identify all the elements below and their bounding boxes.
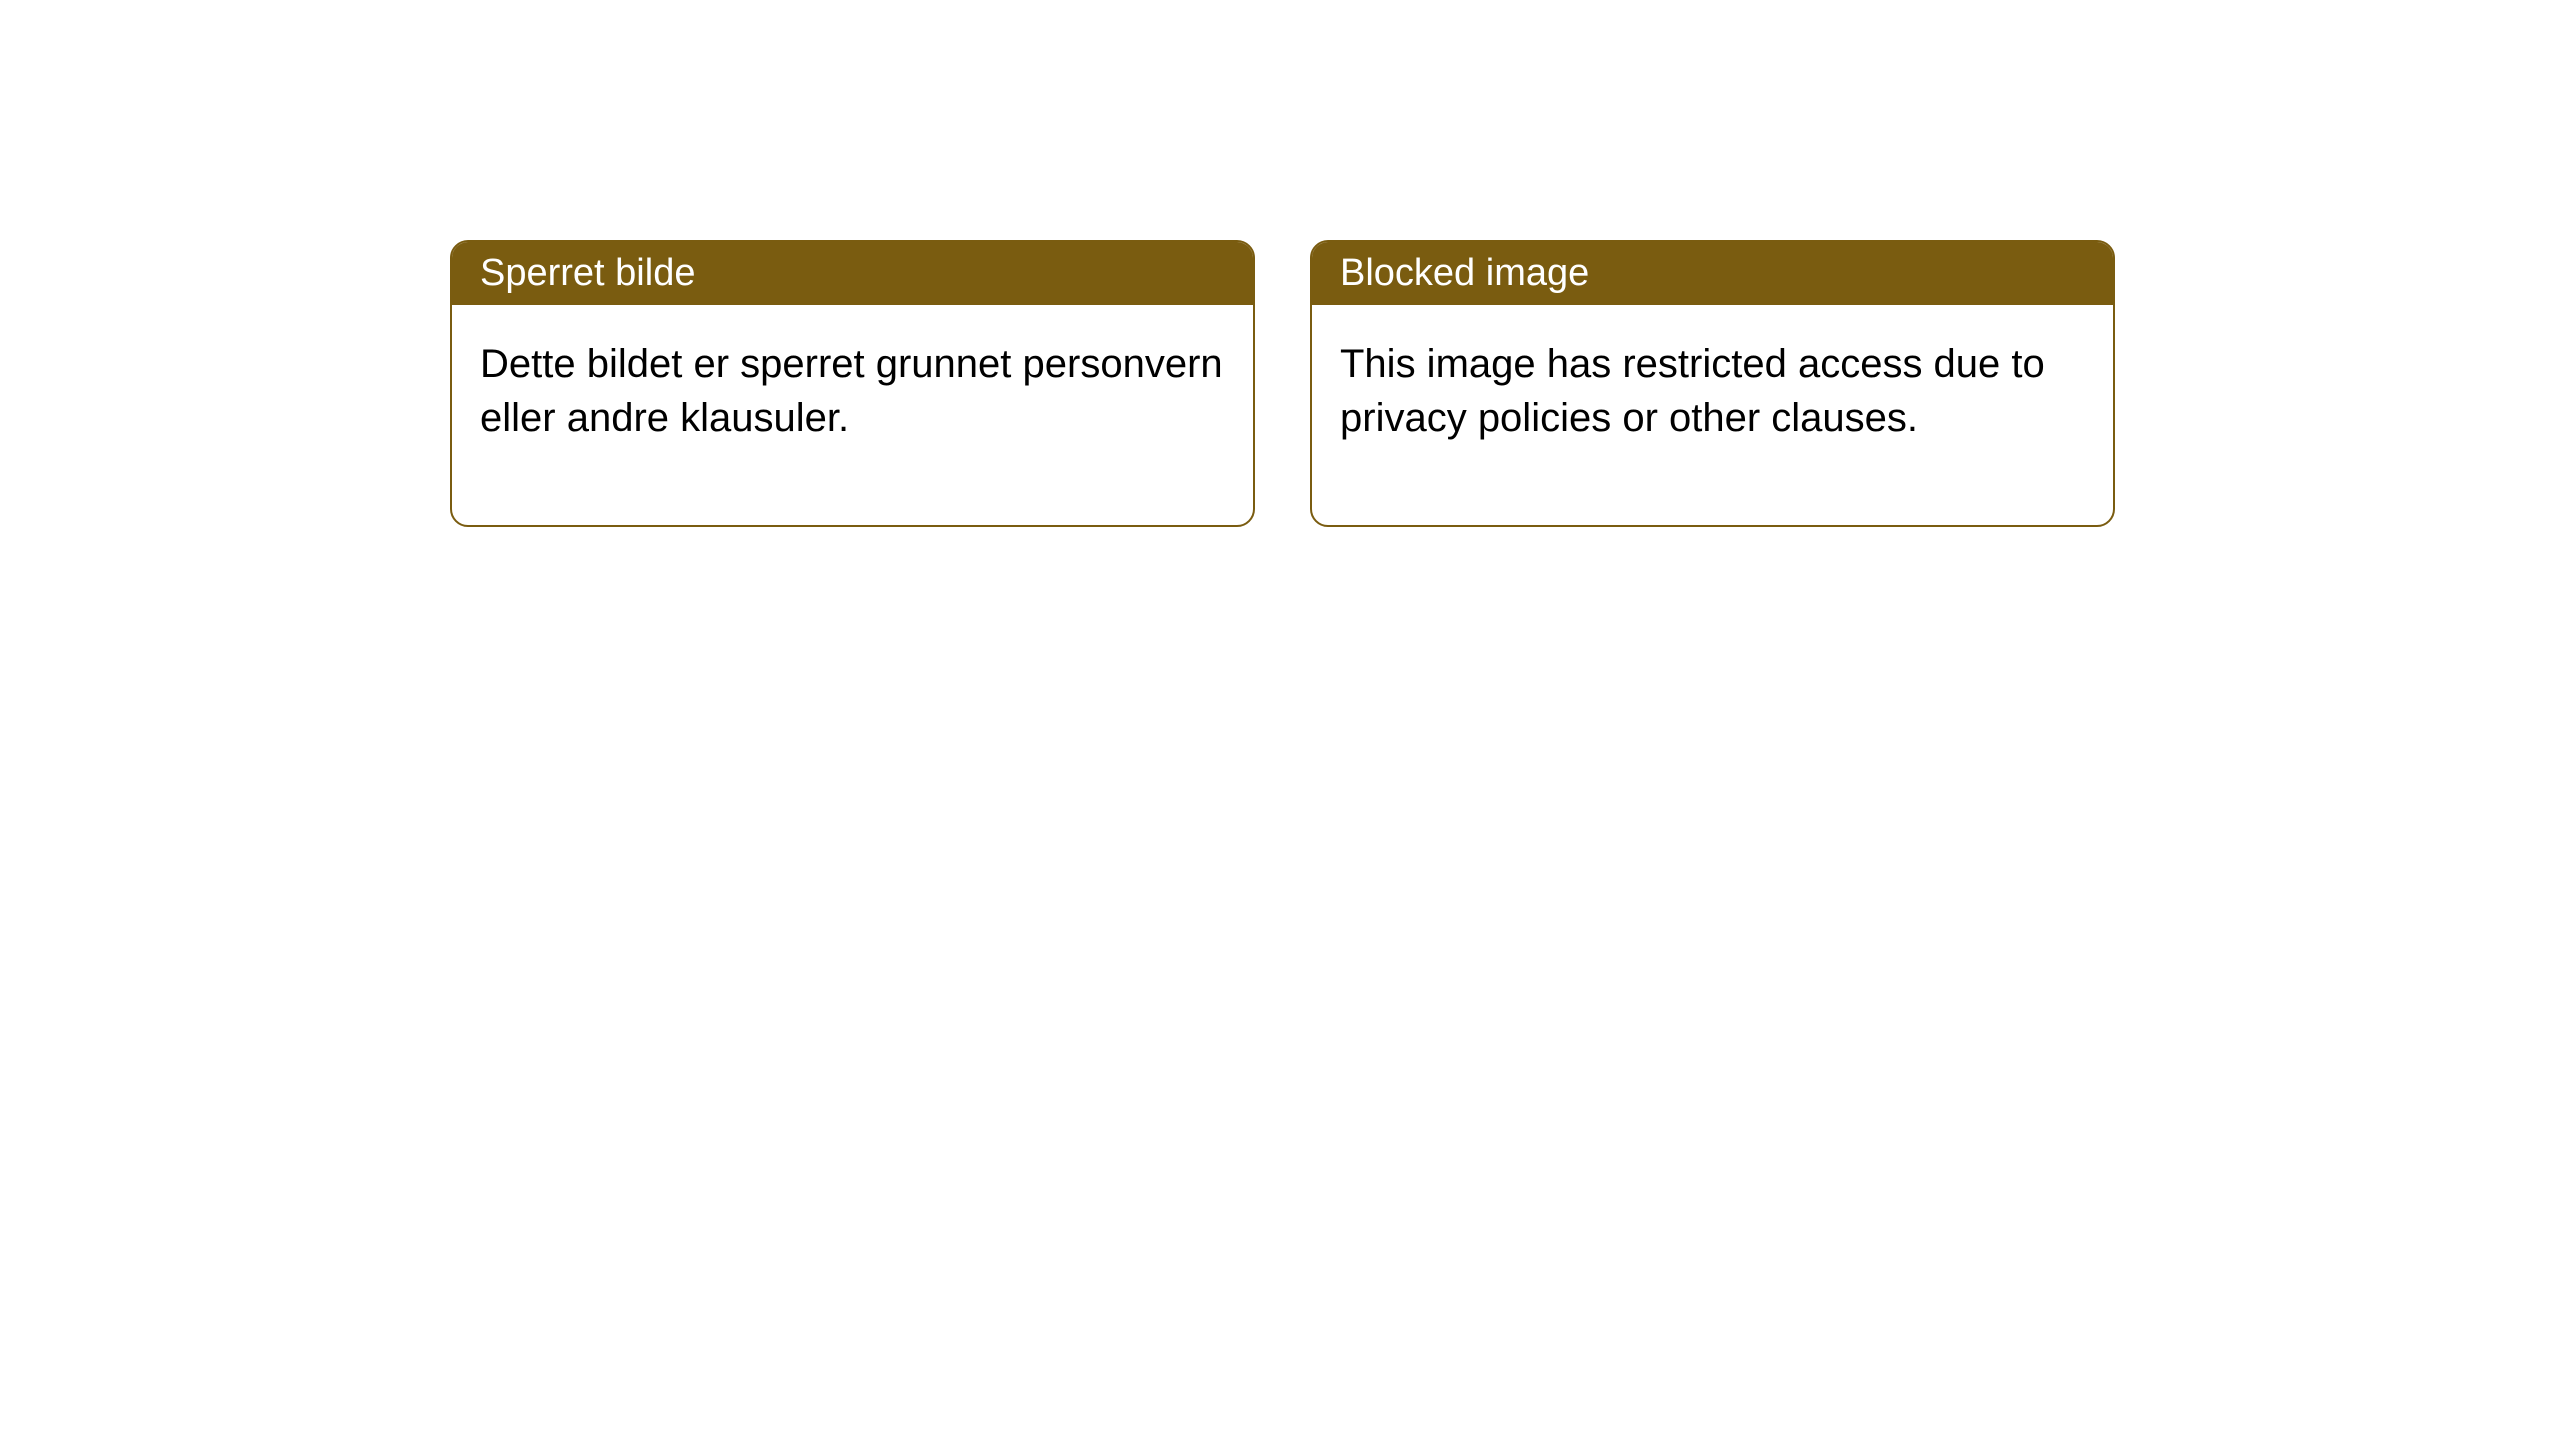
blocked-image-card-en: Blocked image This image has restricted … (1310, 240, 2115, 527)
card-title-no: Sperret bilde (480, 252, 695, 294)
notice-container: Sperret bilde Dette bildet er sperret gr… (450, 240, 2115, 527)
card-body-text-no: Dette bildet er sperret grunnet personve… (480, 342, 1223, 440)
blocked-image-card-no: Sperret bilde Dette bildet er sperret gr… (450, 240, 1255, 527)
card-body-en: This image has restricted access due to … (1312, 305, 2113, 525)
card-header-no: Sperret bilde (452, 242, 1253, 305)
card-body-text-en: This image has restricted access due to … (1340, 342, 2045, 440)
card-title-en: Blocked image (1340, 252, 1589, 294)
card-body-no: Dette bildet er sperret grunnet personve… (452, 305, 1253, 525)
card-header-en: Blocked image (1312, 242, 2113, 305)
